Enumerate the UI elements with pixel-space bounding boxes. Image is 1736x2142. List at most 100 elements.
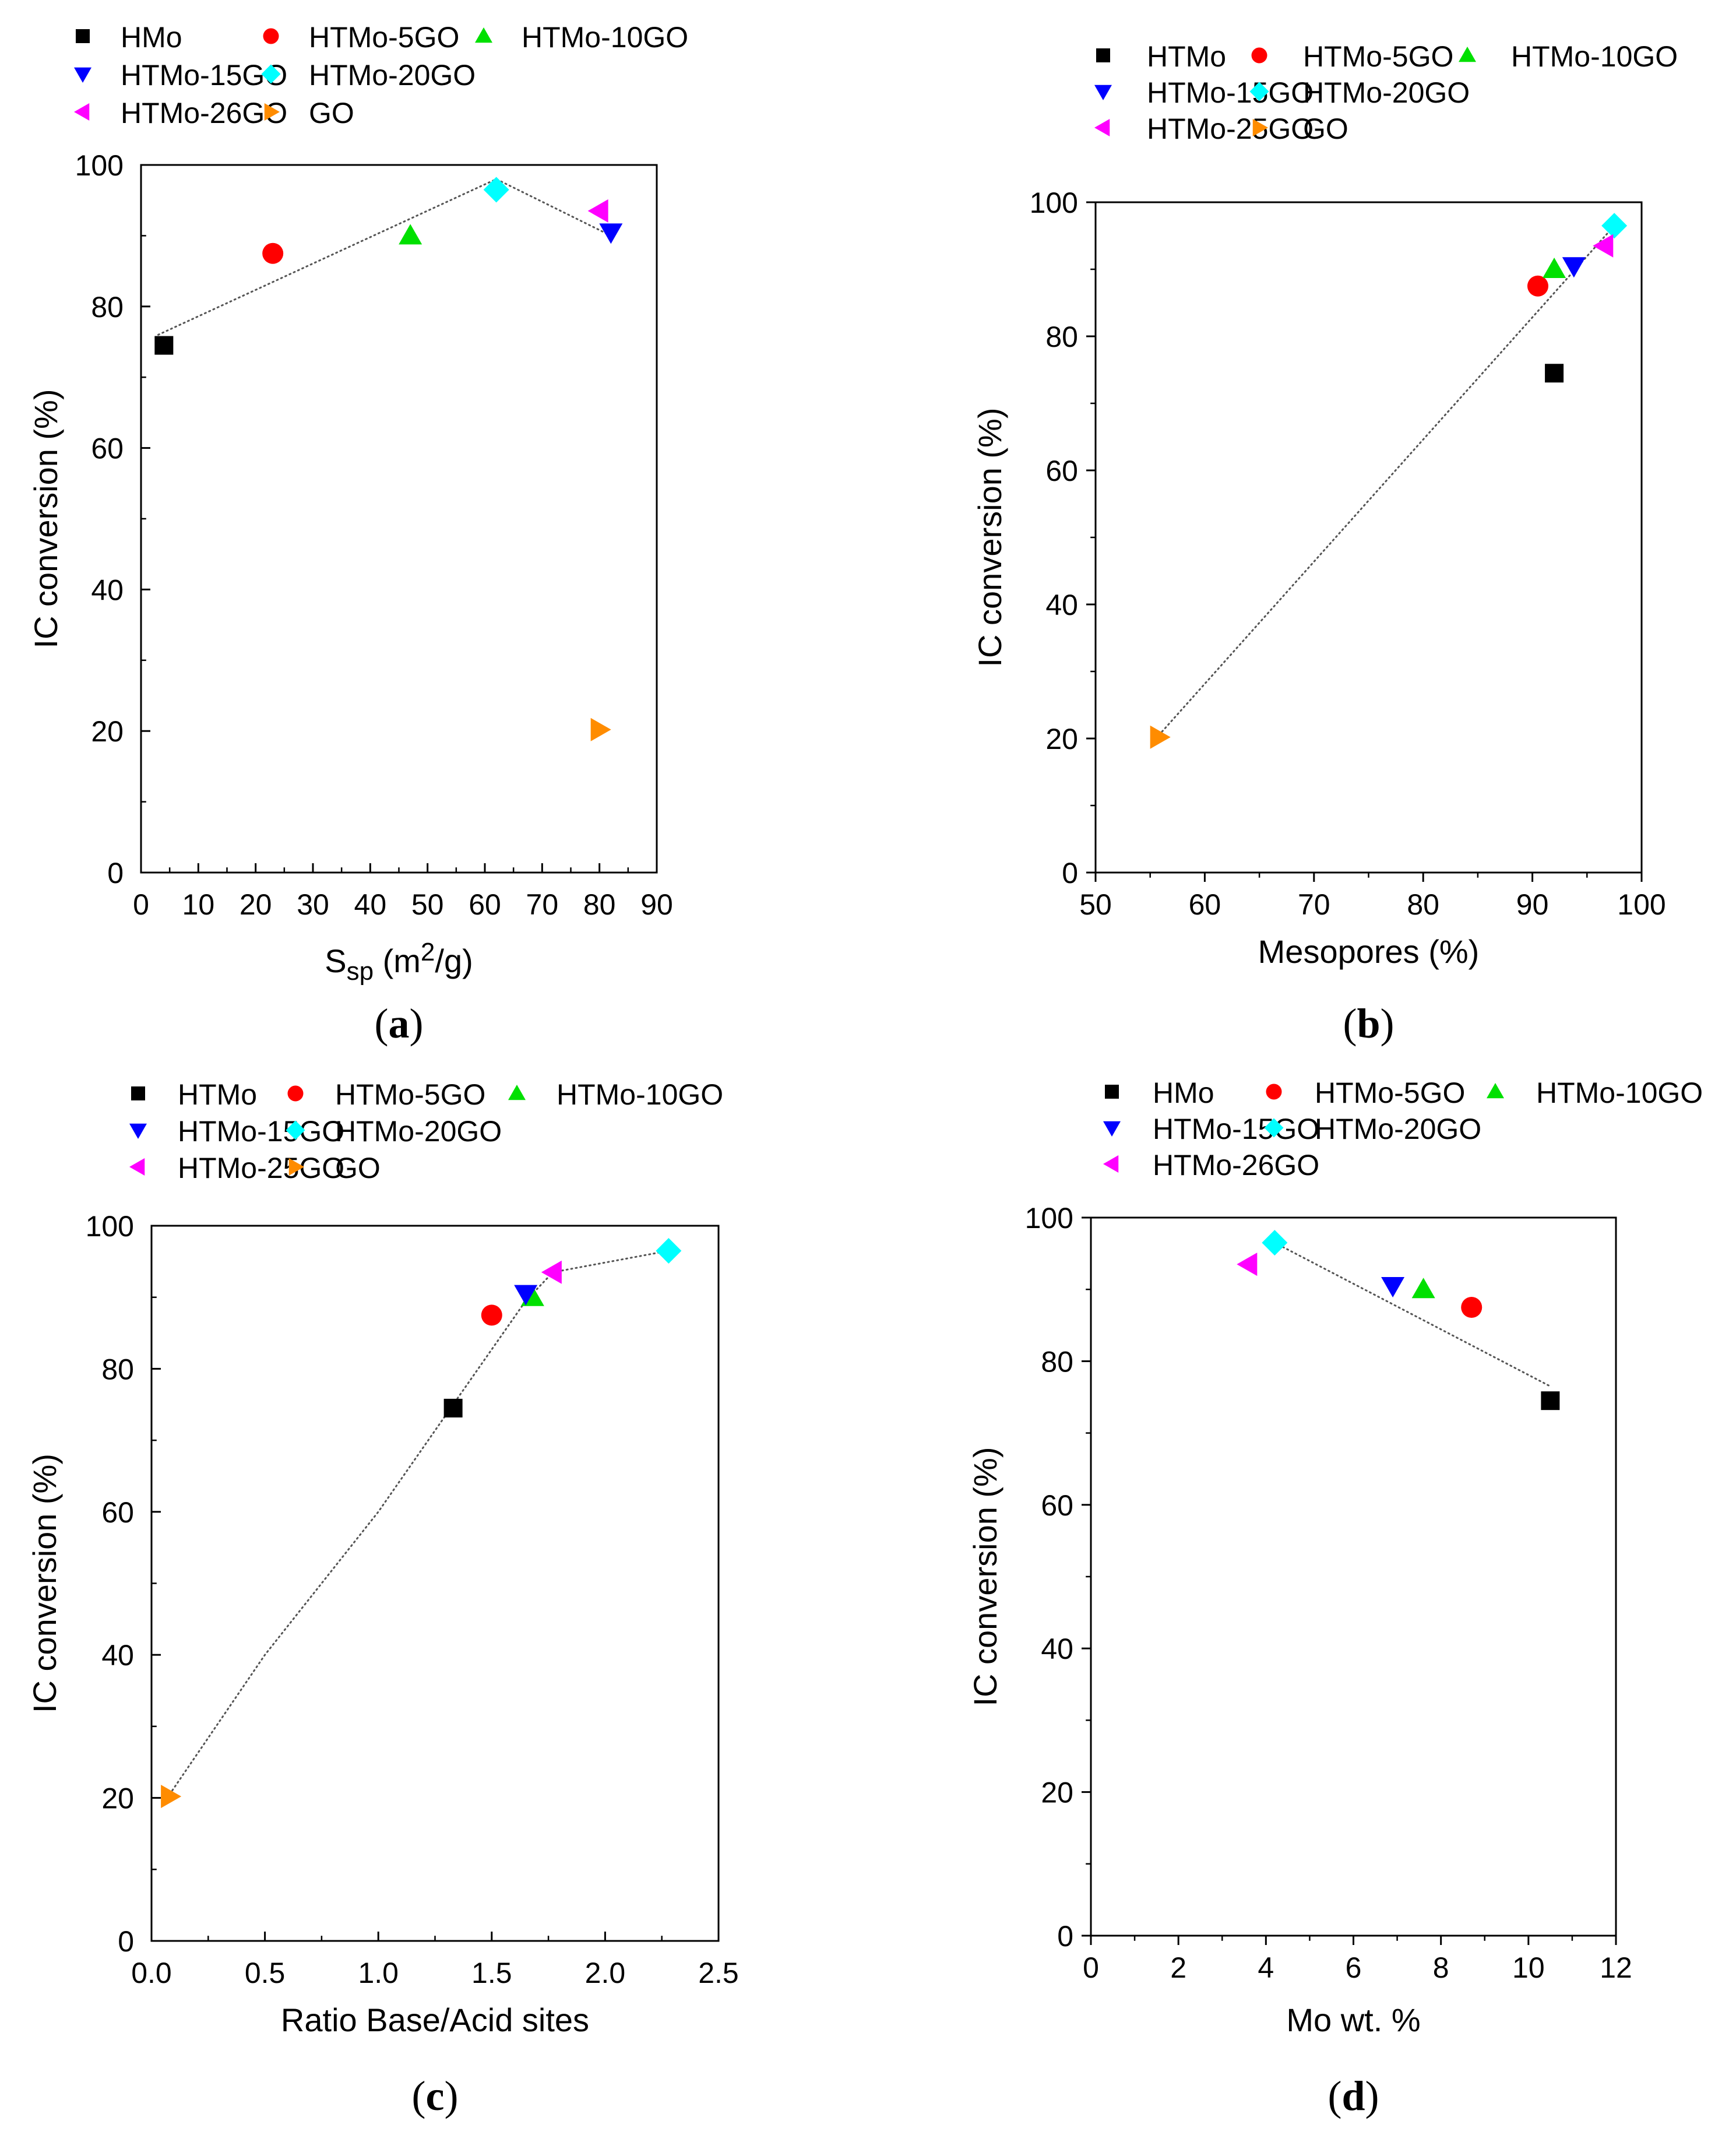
y-axis-label: IC conversion (%) — [967, 1447, 1003, 1706]
x-tick-label: 6 — [1346, 1951, 1362, 1984]
y-tick-label: 0 — [107, 857, 124, 889]
data-point-htmo-20go — [1262, 1230, 1288, 1256]
y-tick-label: 60 — [1041, 1489, 1073, 1522]
y-tick-label: 100 — [75, 149, 124, 182]
legend-marker-go — [1252, 119, 1268, 136]
x-tick-label: 1.0 — [358, 1957, 399, 1989]
data-point-htmo-5go — [262, 242, 284, 264]
y-tick-label: 20 — [1041, 1777, 1073, 1809]
legend-marker-htmo-20go — [1264, 1118, 1284, 1138]
legend-label: HTMo-5GO — [1303, 40, 1453, 73]
panel-caption-paren: ( — [1343, 1000, 1357, 1047]
panel-caption: (a) — [375, 1000, 424, 1047]
legend-marker-htmo-26go — [1103, 1155, 1119, 1173]
legend-label: HTMo-5GO — [335, 1078, 485, 1111]
y-tick-label: 0 — [118, 1925, 134, 1958]
plot-frame — [1090, 1216, 1617, 1937]
data-point-htmo-15go — [599, 223, 623, 244]
data-point-htmo-10go — [1411, 1278, 1435, 1299]
panel-caption-letter: d — [1341, 2073, 1365, 2119]
x-tick-label: 40 — [354, 888, 387, 921]
legend-label: HTMo — [1147, 40, 1226, 73]
legend-marker-htmo-25go — [1094, 119, 1110, 136]
data-point-htmo-26go — [587, 199, 608, 223]
y-tick-label: 80 — [101, 1353, 134, 1385]
legend-label: HTMo-15GO — [121, 59, 287, 92]
data-point-htmo-25go — [1593, 234, 1614, 258]
panel-caption-paren: ( — [412, 2073, 426, 2119]
legend-marker-htmo — [1096, 48, 1110, 62]
y-tick-label: 40 — [101, 1639, 134, 1672]
data-point-htmo — [443, 1398, 463, 1418]
panel-caption: (c) — [412, 2073, 459, 2119]
y-axis-label: IC conversion (%) — [971, 407, 1008, 667]
panel-caption-paren: ) — [444, 2073, 458, 2119]
x-tick-label: 10 — [1512, 1951, 1545, 1984]
trend-line — [168, 1250, 670, 1795]
y-tick-label: 100 — [86, 1210, 134, 1243]
data-point-htmo — [1545, 364, 1564, 383]
chart-panel-a: 0 10 20 30 40 50 60 70 80 90 0 20 40 60 80 100 Ssp (m2/g… — [27, 21, 688, 1047]
legend-label: HTMo-20GO — [309, 59, 476, 92]
chart-panel-b: 50 60 70 80 90 100 0 20 40 60 80 100 Mesopores (%) IC… — [971, 40, 1678, 1047]
legend-marker-hmo — [1105, 1085, 1119, 1099]
data-point-htmo-15go — [514, 1285, 538, 1306]
x-axis-label-part: /g) — [435, 942, 473, 979]
legend-label: HTMo-20GO — [335, 1115, 502, 1148]
x-axis-label: Ratio Base/Acid sites — [281, 2002, 589, 2038]
data-point-htmo-5go — [1527, 275, 1548, 297]
legend-marker-htmo-10go — [475, 27, 492, 43]
x-tick-label: 30 — [297, 888, 329, 921]
x-tick-label: 50 — [1079, 888, 1112, 921]
x-tick-label: 0 — [133, 888, 149, 921]
plot-frame — [1094, 201, 1643, 874]
legend-marker-htmo-5go — [263, 28, 279, 44]
legend-marker-htmo-20go — [1249, 82, 1269, 101]
legend-marker-htmo-10go — [508, 1085, 526, 1100]
legend-label: HTMo-10GO — [522, 21, 688, 54]
legend-label: HTMo — [178, 1078, 257, 1111]
legend-marker-htmo-15go — [1094, 85, 1112, 100]
x-tick-label: 2.0 — [585, 1957, 626, 1989]
x-axis-label-part: 2 — [421, 938, 435, 966]
legend-label: HMo — [121, 21, 182, 54]
y-tick-label: 0 — [1057, 1920, 1073, 1953]
y-tick-label: 40 — [1045, 589, 1078, 621]
y-tick-label: 80 — [1045, 321, 1078, 353]
data-point-htmo-20go — [483, 177, 509, 203]
trend-line — [1158, 224, 1615, 736]
panel-caption-letter: a — [389, 1000, 410, 1047]
data-point-htmo-20go — [1601, 213, 1628, 239]
legend-label: GO — [309, 97, 354, 129]
legend-marker-htmo-15go — [74, 67, 91, 83]
data-point-htmo-20go — [656, 1237, 682, 1264]
legend-marker-htmo — [131, 1086, 145, 1100]
y-tick-label: 20 — [101, 1782, 134, 1815]
panel-caption-paren: ) — [1381, 1000, 1395, 1047]
y-tick-label: 60 — [91, 432, 124, 465]
data-point-hmo — [154, 336, 174, 355]
y-tick-label: 60 — [101, 1496, 134, 1529]
y-tick-label: 40 — [91, 574, 124, 606]
x-tick-label: 70 — [526, 888, 559, 921]
chart-panel-c: 0.0 0.5 1.0 1.5 2.0 2.5 0 20 40 60 80 100 Ratio Base… — [26, 1078, 739, 2119]
x-axis-label-part: (m — [374, 942, 421, 979]
y-tick-label: 0 — [1062, 857, 1078, 889]
legend-marker-htmo-20go — [261, 64, 281, 84]
panel-caption-paren: ( — [1327, 2073, 1341, 2119]
data-point-htmo-26go — [1237, 1253, 1258, 1276]
x-tick-label: 70 — [1298, 888, 1330, 921]
x-axis-label: Mo wt. % — [1286, 2002, 1420, 2038]
x-axis-label: Mesopores (%) — [1258, 933, 1480, 970]
x-tick-label: 80 — [1407, 888, 1439, 921]
x-tick-label: 4 — [1258, 1951, 1274, 1984]
legend-marker-htmo-10go — [1459, 47, 1476, 62]
data-point-hmo — [1541, 1391, 1560, 1411]
legend-label: HTMo-15GO — [1153, 1113, 1319, 1145]
panel-caption: (d) — [1327, 2073, 1379, 2119]
x-tick-label: 20 — [240, 888, 272, 921]
y-tick-label: 100 — [1030, 187, 1078, 219]
y-tick-label: 80 — [91, 291, 124, 323]
legend-marker-htmo-5go — [1266, 1084, 1282, 1100]
